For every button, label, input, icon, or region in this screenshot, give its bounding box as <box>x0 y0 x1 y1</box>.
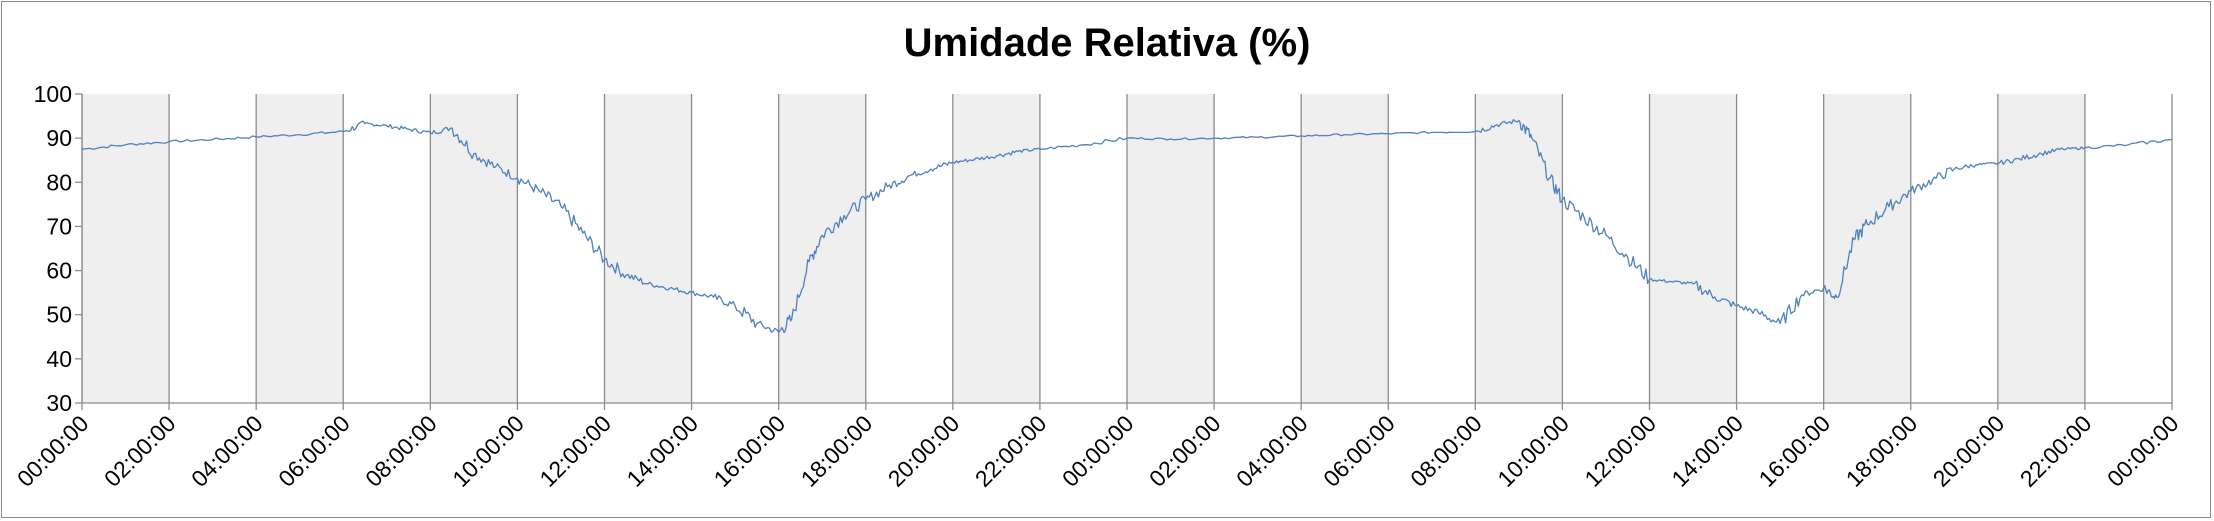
y-tick-label: 100 <box>34 81 72 107</box>
shaded-band <box>430 94 518 403</box>
chart-title: Umidade Relativa (%) <box>904 21 1311 65</box>
y-tick-label: 40 <box>46 346 72 372</box>
y-tick-label: 30 <box>46 390 72 416</box>
x-tick-label: 18:00:00 <box>796 410 878 492</box>
shaded-band <box>256 94 344 403</box>
x-tick-label: 18:00:00 <box>1841 410 1923 492</box>
x-tick-label: 12:00:00 <box>1579 410 1661 492</box>
series-line <box>81 119 2173 334</box>
x-tick-label: 20:00:00 <box>1928 410 2010 492</box>
y-tick-label: 90 <box>46 125 72 151</box>
x-tick-label: 04:00:00 <box>186 410 268 492</box>
y-tick-label: 60 <box>46 258 72 284</box>
x-tick-label: 00:00:00 <box>12 410 94 492</box>
x-tick-label: 04:00:00 <box>1231 410 1313 492</box>
shaded-band <box>778 94 866 403</box>
x-tick-label: 14:00:00 <box>1666 410 1748 492</box>
axes <box>75 93 2172 404</box>
shaded-band <box>1475 94 1563 403</box>
x-tick-label: 02:00:00 <box>99 410 181 492</box>
series-group <box>81 119 2173 334</box>
shaded-band <box>1127 94 1215 403</box>
y-tick-label: 80 <box>46 169 72 195</box>
shaded-band <box>1649 94 1737 403</box>
x-tick-label: 22:00:00 <box>970 410 1052 492</box>
y-tick-label: 70 <box>46 213 72 239</box>
shaded-bands <box>82 94 2085 403</box>
x-tick-label: 16:00:00 <box>709 410 791 492</box>
x-tick-label: 00:00:00 <box>1057 410 1139 492</box>
x-tick-label: 02:00:00 <box>1144 410 1226 492</box>
shaded-band <box>1823 94 1911 403</box>
shaded-band <box>604 94 692 403</box>
x-tick-label: 20:00:00 <box>883 410 965 492</box>
x-tick-label: 08:00:00 <box>1405 410 1487 492</box>
shaded-band <box>82 94 170 403</box>
x-tick-label: 22:00:00 <box>2015 410 2097 492</box>
y-tick-labels: 30 40 50 60 70 80 90 100 <box>34 81 72 416</box>
x-tick-label: 00:00:00 <box>2102 410 2184 492</box>
shaded-band <box>1301 94 1389 403</box>
x-tick-label: 10:00:00 <box>447 410 529 492</box>
x-tick-label: 08:00:00 <box>360 410 442 492</box>
x-tick-label: 06:00:00 <box>273 410 355 492</box>
x-tick-label: 12:00:00 <box>534 410 616 492</box>
x-tick-label: 06:00:00 <box>1318 410 1400 492</box>
y-tick-label: 50 <box>46 302 72 328</box>
shaded-band <box>1997 94 2085 403</box>
x-tick-label: 16:00:00 <box>1754 410 1836 492</box>
x-tick-labels: 00:00:00 02:00:00 04:00:00 06:00:00 08:00:00… <box>12 410 2184 492</box>
x-tick-label: 10:00:00 <box>1492 410 1574 492</box>
shaded-band <box>952 94 1040 403</box>
x-tick-label: 14:00:00 <box>621 410 703 492</box>
